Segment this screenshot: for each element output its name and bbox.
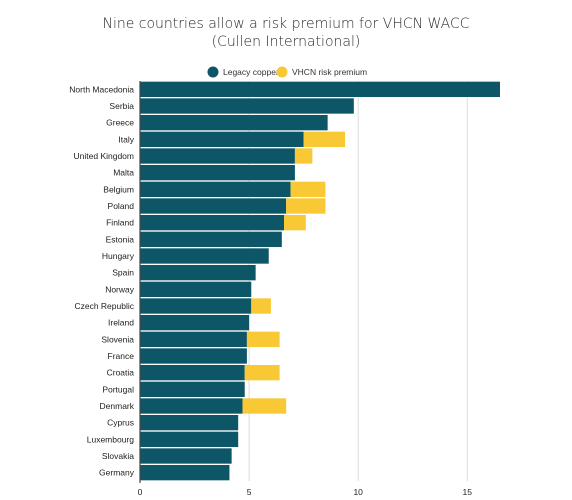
x-tick-label-5: 5 — [247, 487, 252, 497]
bar-poland-vhcn-risk-premium — [286, 198, 326, 214]
x-tick-label-0: 0 — [138, 487, 143, 497]
legend: Legacy copper VHCN risk premium — [207, 66, 367, 78]
bar-cyprus-legacy-copper — [140, 415, 239, 431]
bar-malta-legacy-copper — [140, 165, 295, 181]
bar-denmark-legacy-copper — [140, 398, 243, 414]
category-label-luxembourg: Luxembourg — [87, 434, 135, 444]
category-label-portugal: Portugal — [102, 384, 134, 394]
bar-italy-vhcn-risk-premium — [303, 131, 346, 147]
category-label-ireland: Ireland — [108, 318, 134, 328]
category-label-spain: Spain — [112, 268, 134, 278]
category-label-serbia: Serbia — [109, 101, 134, 111]
bar-finland-legacy-copper — [140, 215, 284, 231]
bar-estonia-legacy-copper — [140, 231, 282, 247]
category-label-poland: Poland — [108, 201, 135, 211]
bars — [140, 81, 500, 481]
gridlines — [248, 81, 468, 481]
bar-spain-legacy-copper — [140, 265, 256, 281]
category-label-italy: Italy — [118, 134, 134, 144]
category-label-belgium: Belgium — [103, 184, 134, 194]
category-label-cyprus: Cyprus — [107, 418, 134, 428]
category-label-czech-republic: Czech Republic — [74, 301, 134, 311]
legend-label-vhcn-risk-premium: VHCN risk premium — [292, 67, 367, 77]
bar-czech-republic-legacy-copper — [140, 298, 252, 314]
category-label-norway: Norway — [105, 284, 135, 294]
category-label-malta: Malta — [113, 168, 134, 178]
bar-belgium-legacy-copper — [140, 181, 291, 197]
bar-france-legacy-copper — [140, 348, 247, 364]
bar-ireland-legacy-copper — [140, 315, 250, 331]
bar-slovakia-legacy-copper — [140, 448, 232, 464]
bar-luxembourg-legacy-copper — [140, 431, 239, 447]
category-labels: North Macedonia Serbia Greece Italy United K… — [69, 84, 134, 477]
category-label-estonia: Estonia — [106, 234, 135, 244]
category-label-north-macedonia: North Macedonia — [69, 84, 134, 94]
bar-czech-republic-vhcn-risk-premium — [251, 298, 271, 314]
bar-united-kingdom-vhcn-risk-premium — [294, 148, 313, 164]
bar-greece-legacy-copper — [140, 115, 328, 131]
bar-finland-vhcn-risk-premium — [284, 215, 306, 231]
legend-label-legacy-copper: Legacy copper — [223, 67, 279, 77]
bar-germany-legacy-copper — [140, 465, 230, 481]
legend-swatch-vhcn-risk-premium — [276, 66, 288, 78]
chart-subtitle: (Cullen International) — [212, 34, 361, 50]
chart-title: Nine countries allow a risk premium for … — [102, 16, 469, 32]
bar-portugal-legacy-copper — [140, 381, 245, 397]
bar-united-kingdom-legacy-copper — [140, 148, 295, 164]
category-label-germany: Germany — [99, 468, 135, 478]
legend-swatch-legacy-copper — [207, 66, 219, 78]
bar-denmark-vhcn-risk-premium — [242, 398, 287, 414]
x-tick-label-10: 10 — [353, 487, 363, 497]
category-label-hungary: Hungary — [102, 251, 135, 261]
bar-serbia-legacy-copper — [140, 98, 354, 114]
bar-poland-legacy-copper — [140, 198, 287, 214]
bar-croatia-legacy-copper — [140, 365, 245, 381]
bar-slovenia-legacy-copper — [140, 331, 247, 347]
bar-hungary-legacy-copper — [140, 248, 269, 264]
bar-slovenia-vhcn-risk-premium — [246, 331, 280, 347]
category-label-croatia: Croatia — [107, 368, 135, 378]
bar-croatia-vhcn-risk-premium — [244, 365, 280, 381]
category-label-slovakia: Slovakia — [102, 451, 134, 461]
bar-belgium-vhcn-risk-premium — [290, 181, 326, 197]
category-label-slovenia: Slovenia — [101, 334, 134, 344]
category-label-france: France — [108, 351, 135, 361]
category-label-united-kingdom: United Kingdom — [74, 151, 134, 161]
bar-north-macedonia-legacy-copper — [140, 81, 500, 97]
category-label-denmark: Denmark — [100, 401, 135, 411]
x-tick-label-15: 15 — [463, 487, 473, 497]
category-label-greece: Greece — [106, 118, 134, 128]
bar-italy-legacy-copper — [140, 131, 304, 147]
x-axis-ticks: 0 5 10 15 — [138, 487, 473, 497]
category-label-finland: Finland — [106, 218, 134, 228]
bar-norway-legacy-copper — [140, 281, 252, 297]
